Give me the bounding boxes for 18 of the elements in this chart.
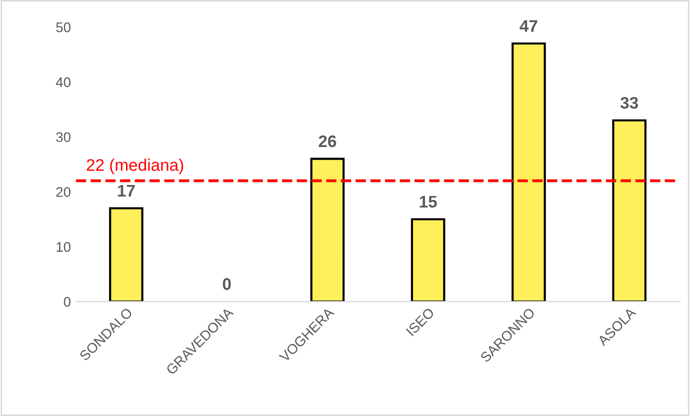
bar: [512, 42, 546, 302]
y-tick-label: 50: [56, 22, 70, 32]
data-label: 26: [318, 135, 336, 148]
y-tick-label: 0: [64, 296, 70, 307]
data-label: 17: [118, 184, 135, 196]
bar: [410, 218, 446, 302]
y-tick-label: 20: [56, 187, 70, 197]
data-label: 33: [620, 96, 638, 109]
bar: [310, 158, 345, 302]
data-label: 0: [222, 278, 231, 290]
y-tick-label: 30: [56, 132, 70, 142]
y-tick-label: 40: [56, 77, 70, 88]
data-label: 15: [420, 196, 437, 208]
bar: [109, 207, 144, 302]
y-tick-label: 10: [56, 242, 70, 252]
data-label: 47: [520, 20, 538, 32]
bar: [612, 119, 646, 302]
ref-line-label: 22 (mediana): [86, 158, 184, 174]
